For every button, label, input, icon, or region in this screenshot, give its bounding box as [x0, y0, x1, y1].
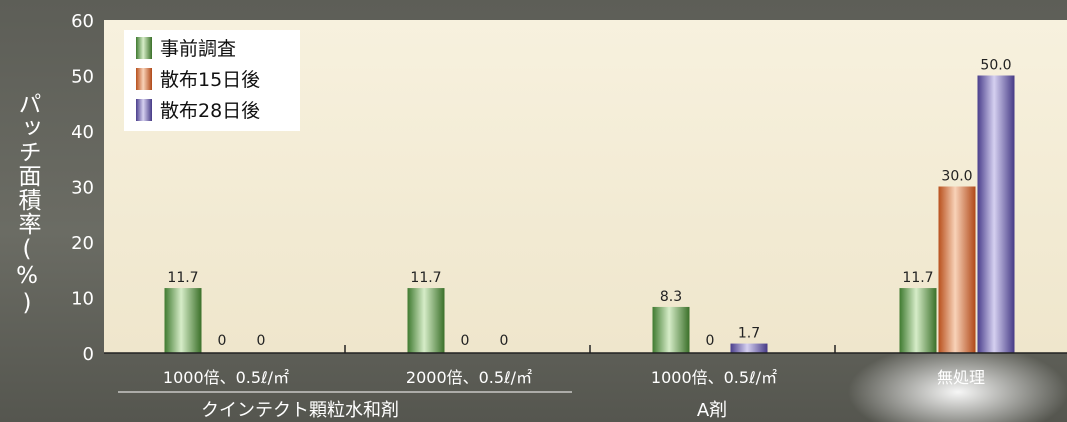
- data-label: 11.7: [167, 270, 198, 286]
- legend-swatch: [136, 99, 152, 121]
- legend-swatch: [136, 37, 152, 59]
- x-axis: 1000倍、0.5ℓ/㎡ 2000倍、0.5ℓ/㎡ 1000倍、0.5ℓ/㎡ 無処理ク…: [104, 345, 1067, 421]
- data-label: 11.7: [902, 270, 933, 286]
- category-label: 無処理: [937, 368, 985, 387]
- data-label: 30.0: [941, 169, 972, 185]
- data-label: 1.7: [738, 326, 760, 342]
- data-label: 0: [706, 333, 715, 349]
- group-label: A剤: [697, 400, 727, 421]
- legend-label: 散布15日後: [160, 69, 260, 91]
- y-tick-label: 10: [71, 289, 94, 310]
- y-axis: 0 10 20 30 40 50 60: [71, 11, 94, 365]
- data-label: 0: [461, 333, 470, 349]
- y-axis-label: パッチ面積率(%): [14, 92, 40, 317]
- bar: [164, 288, 202, 353]
- bars: 11.7 0 0 11.7 0 0 8.3 0 1.7 11.7 30.0 50.0: [164, 58, 1015, 353]
- bar: [899, 288, 937, 353]
- data-label: 0: [218, 333, 227, 349]
- y-tick-label: 0: [83, 344, 94, 365]
- category-label: 2000倍、0.5ℓ/㎡: [406, 368, 532, 387]
- data-label: 8.3: [660, 289, 682, 305]
- legend-swatch: [136, 68, 152, 90]
- data-label: 11.7: [410, 270, 441, 286]
- data-label: 0: [257, 333, 266, 349]
- background-glow: [848, 344, 1067, 422]
- bar: [652, 306, 690, 353]
- y-tick-label: 40: [71, 122, 94, 143]
- legend-box: [124, 30, 300, 131]
- data-label: 0: [500, 333, 509, 349]
- y-tick-label: 60: [71, 11, 94, 32]
- bar: [977, 75, 1015, 353]
- bar: [407, 288, 445, 353]
- bar: [938, 186, 976, 353]
- legend-label: 散布28日後: [160, 100, 260, 122]
- y-tick-label: 30: [71, 178, 94, 199]
- category-label: 1000倍、0.5ℓ/㎡: [163, 368, 289, 387]
- bar: [730, 343, 768, 353]
- group-label: クインテクト顆粒水和剤: [201, 400, 399, 421]
- legend-label: 事前調査: [160, 38, 236, 60]
- y-tick-label: 50: [71, 67, 94, 88]
- category-label: 1000倍、0.5ℓ/㎡: [651, 368, 777, 387]
- data-label: 50.0: [980, 58, 1011, 74]
- y-tick-label: 20: [71, 233, 94, 254]
